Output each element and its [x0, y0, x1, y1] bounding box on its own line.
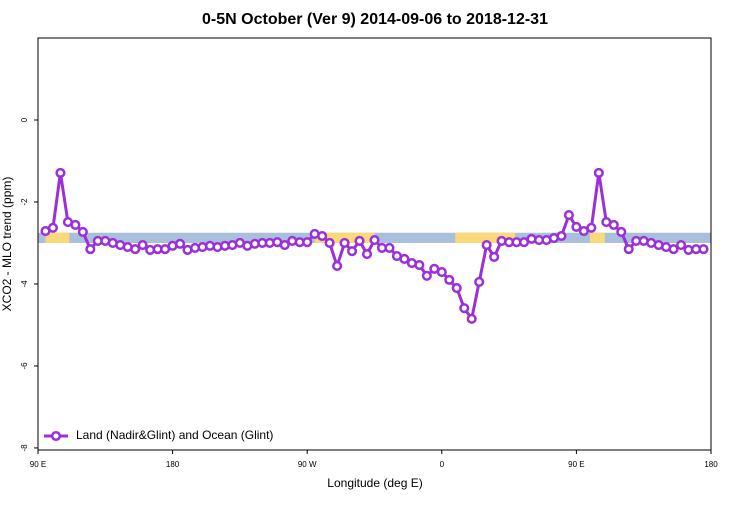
y-tick-label: -6	[20, 362, 29, 370]
data-point	[70, 219, 81, 230]
data-point	[474, 276, 485, 287]
data-point	[698, 244, 709, 255]
data-point	[571, 221, 582, 233]
data-point	[175, 238, 186, 249]
y-tick-label: 0	[20, 117, 29, 122]
data-point	[137, 239, 148, 251]
data-point	[317, 230, 328, 242]
data-point	[556, 230, 567, 242]
data-point	[489, 251, 500, 262]
band-highlight	[455, 232, 516, 243]
chart-title: 0-5N October (Ver 9) 2014-09-06 to 2018-…	[202, 11, 548, 28]
data-point	[77, 226, 88, 237]
x-tick-label: 180	[166, 460, 180, 469]
data-point	[593, 167, 604, 178]
data-point	[55, 167, 66, 178]
x-tick-label: 180	[704, 460, 718, 469]
data-point	[347, 246, 358, 257]
data-point	[616, 226, 627, 237]
band-highlight	[314, 232, 375, 243]
band-highlight	[589, 232, 605, 243]
data-point	[459, 303, 470, 314]
data-point	[444, 274, 455, 285]
data-point	[436, 267, 447, 278]
data-point	[466, 313, 477, 324]
data-point	[354, 235, 365, 246]
data-point	[339, 237, 350, 249]
y-axis-label: XCO2 - MLO trend (ppm)	[0, 177, 14, 312]
plot-frame	[37, 37, 712, 451]
band-highlight	[45, 232, 70, 243]
x-tick-label: 90 E	[568, 460, 584, 469]
legend-marker	[50, 430, 62, 442]
data-point	[324, 237, 335, 249]
data-point	[421, 270, 432, 281]
data-point	[399, 253, 410, 265]
data-point	[302, 237, 313, 248]
data-point	[279, 239, 290, 251]
x-tick-label: 90 W	[298, 460, 317, 469]
data-point	[586, 222, 597, 233]
data-point	[85, 244, 96, 255]
data-point	[668, 244, 679, 255]
data-point	[481, 239, 492, 251]
data-point	[414, 260, 425, 271]
data-point	[451, 283, 462, 294]
data-point	[676, 239, 687, 251]
y-tick-label: -8	[20, 444, 29, 452]
data-point	[130, 244, 141, 255]
data-point	[47, 222, 59, 233]
y-tick-label: -4	[20, 280, 29, 288]
legend-label: Land (Nadir&Glint) and Ocean (Glint)	[76, 428, 273, 442]
y-tick-label: -2	[20, 198, 29, 206]
x-tick-label: 90 E	[30, 460, 46, 469]
data-point	[608, 219, 619, 230]
data-point	[361, 248, 373, 260]
data-point	[369, 235, 380, 246]
x-axis-label: Longitude (deg E)	[327, 476, 422, 490]
data-point	[384, 242, 395, 253]
data-point	[332, 260, 343, 271]
x-tick-label: 0	[440, 460, 445, 469]
data-point	[623, 244, 634, 255]
data-point	[563, 210, 574, 221]
